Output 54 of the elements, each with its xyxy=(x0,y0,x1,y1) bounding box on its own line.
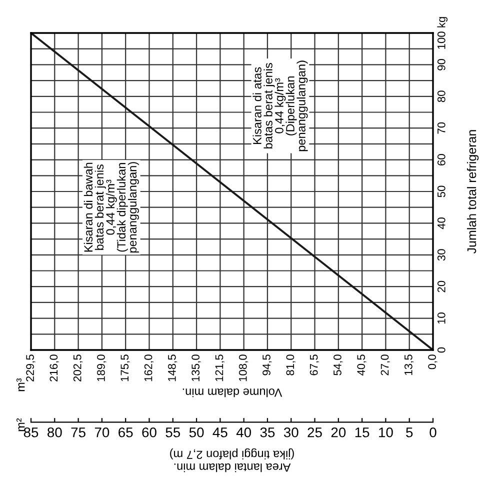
y-tick-label: 100 kg xyxy=(437,17,448,49)
x-tick-label: 175,5 xyxy=(120,354,130,382)
x-tick-label: 0,0 xyxy=(428,354,438,370)
x2-tick-label: 40 xyxy=(236,427,252,438)
x2-tick-label: 30 xyxy=(284,427,298,438)
x2-tick-label: 45 xyxy=(212,428,228,438)
x2-tick-label: 60 xyxy=(142,427,156,438)
y-tick-label: 90 xyxy=(437,58,446,70)
x2-tick-label: 55 xyxy=(166,428,180,438)
y-tick-label: 20 xyxy=(437,280,446,292)
x-tick-label: 27,0 xyxy=(380,354,390,376)
x-tick-label: 81,0 xyxy=(286,354,296,376)
y-tick-label: 10 xyxy=(437,312,446,324)
x-tick-label: 13,5 xyxy=(404,354,414,375)
x-tick-label: 135,0 xyxy=(192,354,201,382)
x2-tick-label: 50 xyxy=(189,427,204,438)
x-tick-label: 94,5 xyxy=(262,354,272,376)
y-tick-label: 60 xyxy=(437,154,446,166)
x2-tick-label: 0 xyxy=(430,427,436,438)
text: m³ xyxy=(16,378,25,392)
x2-tick-label: 15 xyxy=(355,428,370,438)
x-tick-label: 148,5 xyxy=(168,354,178,382)
x2-tick-label: 10 xyxy=(379,427,393,438)
annotation: Kisaran di atas batas berat jenis 0,44 kg/m³ (Diperlukan penanggulangan) xyxy=(252,60,308,152)
y-tick-label: 80 xyxy=(437,90,446,102)
x-tick-label: 229,5 xyxy=(26,354,36,382)
x2-tick-label: 20 xyxy=(331,427,346,438)
x-tick-label: 216,0 xyxy=(50,354,59,382)
x2-tick-label: 65 xyxy=(118,427,133,438)
x-tick-label: 162,0 xyxy=(144,354,154,382)
x-tick-label: 54,0 xyxy=(334,354,343,376)
x-tick-label: 67,5 xyxy=(310,354,320,376)
annotation: Kisaran di bawah batas berat jenis 0,44 kg/m³ (Tidak diperlukan penanggulangan) xyxy=(84,162,139,253)
y-tick-label: 0 xyxy=(437,347,446,353)
y-tick-label: 50 xyxy=(437,186,446,198)
x-tick-label: 40,5 xyxy=(357,354,366,376)
x2-tick-label: 75 xyxy=(71,428,86,438)
y-tick-label: 30 xyxy=(437,249,446,261)
x2-tick-label: 70 xyxy=(94,427,110,438)
y-axis-title: Jumlah total refrigeran xyxy=(466,130,479,254)
y-tick-label: 70 xyxy=(437,122,446,134)
x-tick-label: 189,0 xyxy=(97,354,106,382)
x2-tick-label: 80 xyxy=(48,427,62,438)
x-axis-title: Volume dalam min. xyxy=(182,388,282,398)
x2-tick-label: 5 xyxy=(406,428,413,438)
x2-tick-label: 25 xyxy=(308,427,322,438)
x-tick-label: 108,0 xyxy=(238,354,248,382)
x-tick-label: 202,5 xyxy=(73,354,83,382)
x2-tick-label: 85 xyxy=(24,427,38,438)
x2-axis-title: Area lantai dalam min. (jika tinggi plafon 2,7 m) xyxy=(170,448,294,472)
x2-tick-label: 35 xyxy=(260,427,275,438)
text: m² xyxy=(16,418,25,432)
y-tick-label: 40 xyxy=(437,217,446,230)
x-tick-label: 121,5 xyxy=(215,354,224,382)
